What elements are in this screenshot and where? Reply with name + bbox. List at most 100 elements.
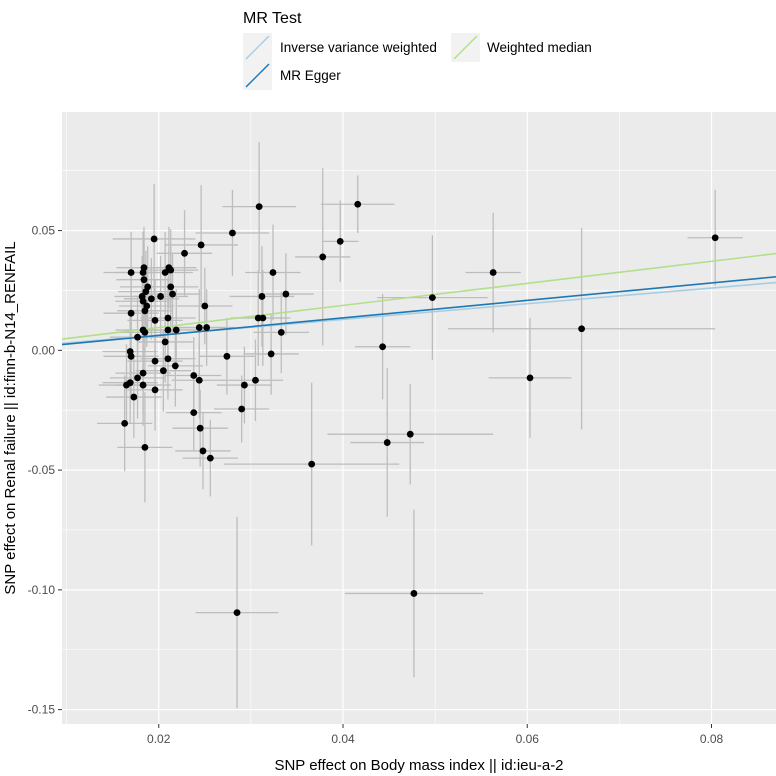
- data-point: [199, 447, 207, 455]
- data-point: [139, 326, 147, 334]
- data-point: [241, 381, 248, 389]
- data-point: [269, 269, 277, 276]
- data-point: [489, 269, 497, 276]
- data-point: [410, 590, 418, 597]
- data-point: [526, 374, 534, 382]
- legend-swatch-mr-egger: [245, 63, 270, 88]
- data-point: [259, 314, 267, 322]
- data-point: [161, 338, 169, 346]
- data-point: [139, 369, 147, 377]
- data-point: [126, 348, 134, 355]
- legend-label-weighted-median: Weighted median: [487, 40, 592, 55]
- data-point: [151, 386, 159, 394]
- data-point: [140, 276, 148, 284]
- y-tick-label: 0.05: [32, 224, 56, 238]
- x-tick-label: 0.08: [700, 732, 724, 746]
- data-point: [147, 295, 155, 303]
- data-point: [229, 229, 236, 237]
- y-axis-title: SNP effect on Renal failure || id:finn-b…: [2, 241, 19, 594]
- plot-panel: [62, 112, 776, 724]
- weighted-median-line: [61, 252, 776, 340]
- data-point: [138, 293, 146, 300]
- mr-egger-line: [61, 276, 776, 346]
- data-point: [144, 283, 152, 291]
- data-point: [379, 343, 387, 351]
- data-point: [711, 234, 719, 242]
- y-tick-label: -0.10: [28, 583, 56, 597]
- data-point: [201, 302, 209, 310]
- data-point: [164, 355, 172, 363]
- data-point: [428, 294, 436, 302]
- data-point: [238, 405, 246, 413]
- data-point: [252, 376, 259, 384]
- data-point: [195, 376, 203, 384]
- data-point: [181, 249, 188, 257]
- y-tick-label: 0.00: [32, 343, 56, 357]
- data-points: [121, 200, 719, 617]
- data-point: [157, 293, 164, 300]
- y-axis: 0.05 0.00 -0.05 -0.10 -0.15: [28, 224, 62, 717]
- data-point: [127, 309, 135, 317]
- data-point: [354, 200, 362, 208]
- data-point: [139, 381, 147, 389]
- data-point: [336, 237, 344, 245]
- legend-swatch-ivw: [245, 35, 270, 60]
- data-point: [121, 419, 129, 427]
- data-point: [143, 302, 151, 310]
- data-point: [159, 367, 167, 375]
- data-point: [196, 424, 204, 432]
- x-axis: 0.02 0.04 0.06 0.08: [147, 724, 724, 746]
- data-point: [578, 325, 586, 333]
- data-point: [258, 293, 266, 300]
- data-point: [190, 372, 198, 379]
- data-point: [134, 333, 141, 341]
- data-point: [308, 460, 316, 468]
- data-point: [126, 379, 134, 387]
- data-point: [151, 316, 159, 324]
- data-point: [141, 443, 149, 451]
- data-point: [127, 269, 135, 276]
- data-point: [134, 374, 141, 382]
- legend-item-mr-egger: MR Egger: [243, 62, 341, 90]
- data-point: [190, 409, 198, 417]
- grid: [62, 112, 776, 724]
- data-point: [203, 324, 211, 331]
- y-tick-label: -0.15: [28, 703, 56, 717]
- data-point: [282, 290, 290, 298]
- data-point: [383, 439, 391, 446]
- data-point: [233, 609, 241, 617]
- data-point: [167, 283, 175, 291]
- data-point: [206, 454, 214, 462]
- y-tick-label: -0.05: [28, 463, 56, 477]
- data-point: [169, 290, 176, 298]
- data-point: [277, 328, 285, 336]
- data-point: [165, 264, 173, 272]
- legend-title: MR Test: [243, 10, 302, 27]
- data-point: [195, 324, 203, 331]
- data-point: [140, 264, 148, 272]
- data-point: [319, 253, 327, 261]
- data-point: [161, 269, 169, 276]
- data-point: [223, 352, 231, 360]
- data-point: [171, 362, 179, 370]
- x-tick-label: 0.04: [331, 732, 355, 746]
- data-point: [197, 241, 205, 249]
- data-point: [164, 314, 172, 322]
- legend-label-mr-egger: MR Egger: [280, 68, 341, 83]
- legend-label-ivw: Inverse variance weighted: [280, 40, 437, 55]
- fit-lines: [61, 252, 776, 346]
- data-point: [151, 357, 159, 365]
- data-point: [267, 350, 275, 358]
- data-point: [172, 326, 180, 334]
- legend-swatch-weighted-median: [453, 35, 478, 60]
- data-point: [164, 326, 172, 334]
- legend-item-ivw: Inverse variance weighted: [243, 33, 437, 62]
- data-point: [150, 235, 158, 243]
- legend: MR Test Inverse variance weighted Weight…: [243, 10, 592, 90]
- data-point: [406, 430, 414, 438]
- data-point: [130, 393, 138, 401]
- x-tick-label: 0.02: [147, 732, 171, 746]
- legend-item-weighted-median: Weighted median: [451, 33, 592, 62]
- x-tick-label: 0.06: [516, 732, 540, 746]
